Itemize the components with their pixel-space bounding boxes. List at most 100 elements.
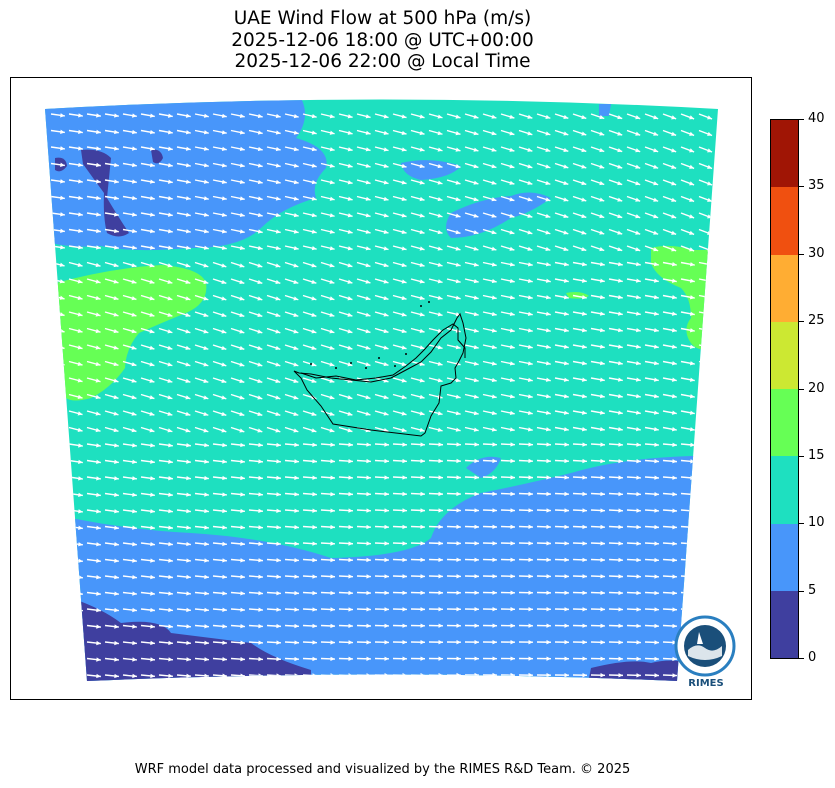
wind-arrow-head [671,295,677,300]
wind-arrow-head [527,311,533,316]
wind-arrow-head [149,212,155,217]
wind-arrow-head [546,574,551,579]
wind-arrow-head [707,344,713,349]
wind-arrow-head [60,443,65,448]
wind-arrow-head [239,362,245,367]
wind-arrow-head [438,524,443,530]
wind-arrow-head [618,442,623,447]
wind-arrow-head [240,574,245,579]
wind-arrow-head [311,246,317,251]
wind-arrow-head [221,411,227,416]
wind-arrow-head [59,279,65,284]
wind-arrow-head [186,673,191,678]
wind-arrow-head [438,491,443,497]
wind-arrow-head [294,574,299,579]
wind-arrow-head [59,378,65,383]
wind-arrow-head [689,181,695,186]
wind-arrow-head [384,574,389,579]
wind-arrow-head [384,607,389,612]
wind-arrow-head [221,146,227,151]
wind-arrow-head [473,131,479,136]
wind-arrow-head [600,574,605,579]
wind-arrow-head [689,247,695,252]
wind-arrow-head [311,296,317,301]
wind-arrow-head [599,230,605,235]
wind-arrow-head [329,362,335,367]
wind-arrow [698,344,713,349]
wind-arrow [50,674,65,678]
wind-arrow-head [689,427,695,432]
wind-arrow-head [366,574,371,579]
wind-arrow-head [689,344,695,349]
wind-arrow-head [546,458,551,464]
wind-arrow-head [635,181,641,186]
wind-arrow-head [437,345,443,350]
wind-arrow-head [708,574,713,579]
wind-arrow-head [419,394,425,399]
wind-arrow [50,624,65,628]
wind-arrow-head [347,296,353,301]
wind-arrow-head [636,541,641,546]
wind-arrow-head [492,541,497,546]
wind-arrow-head [635,278,641,283]
wind-arrow-head [402,574,407,579]
wind-arrow-head [456,491,461,497]
wind-arrow-head [77,312,83,317]
wind-arrow-head [509,230,515,235]
wind-arrow-head [240,541,245,547]
wind-arrow-head [581,131,587,136]
wind-arrow-head [384,623,389,628]
wind-arrow-head [222,657,227,662]
wind-arrow-head [294,442,299,448]
wind-arrow-head [149,245,155,250]
wind-arrow [50,426,65,432]
wind-arrow-head [168,541,173,547]
wind-arrow-head [348,590,353,596]
wind-arrow-head [95,411,101,416]
wind-arrow-head [402,623,407,628]
wind-arrow-head [455,246,461,251]
wind-arrow-head [510,491,515,497]
wind-arrow [50,410,65,416]
wind-arrow-head [437,411,443,416]
wind-arrow-head [636,607,641,612]
wind-arrow-head [636,590,641,596]
wind-arrow-head [330,541,335,546]
wind-arrow-head [203,362,209,367]
wind-arrow-head [257,428,263,433]
wind-arrow-head [203,345,209,350]
wind-arrow-head [132,476,137,481]
wind-arrow-head [528,475,533,480]
wind-arrow-head [420,458,425,464]
wind-arrow-head [167,229,173,234]
wind-arrow-head [168,459,173,464]
wind-arrow-head [599,427,605,432]
wind-arrow-head [618,607,623,612]
wind-arrow-head [150,591,155,596]
wind-arrow-head [221,212,227,217]
wind-arrow-head [60,113,65,118]
wind-arrow-head [563,213,569,219]
wind-arrow-head [294,541,299,546]
wind-arrow-head [221,163,227,168]
wind-arrow-head [492,508,497,513]
wind-arrow-head [257,163,263,168]
wind-arrow-head [329,213,335,218]
wind-arrow-head [420,640,425,645]
wind-arrow-head [240,624,245,629]
wind-arrow-head [474,656,479,661]
wind-arrow-head [348,640,353,645]
wind-arrow-head [78,228,83,234]
wind-arrow-head [60,558,65,563]
wind-arrow-head [150,640,155,646]
wind-arrow-head [132,245,137,250]
wind-arrow-head [366,623,371,629]
wind-arrow-head [348,458,353,464]
wind-arrow-head [708,492,713,497]
wind-arrow-head [600,524,605,530]
wind-arrow-head [419,196,425,202]
wind-arrow-head [114,607,119,613]
wind-arrow-head [671,311,677,316]
wind-arrow-head [618,491,623,497]
wind-arrow-head [581,197,587,202]
